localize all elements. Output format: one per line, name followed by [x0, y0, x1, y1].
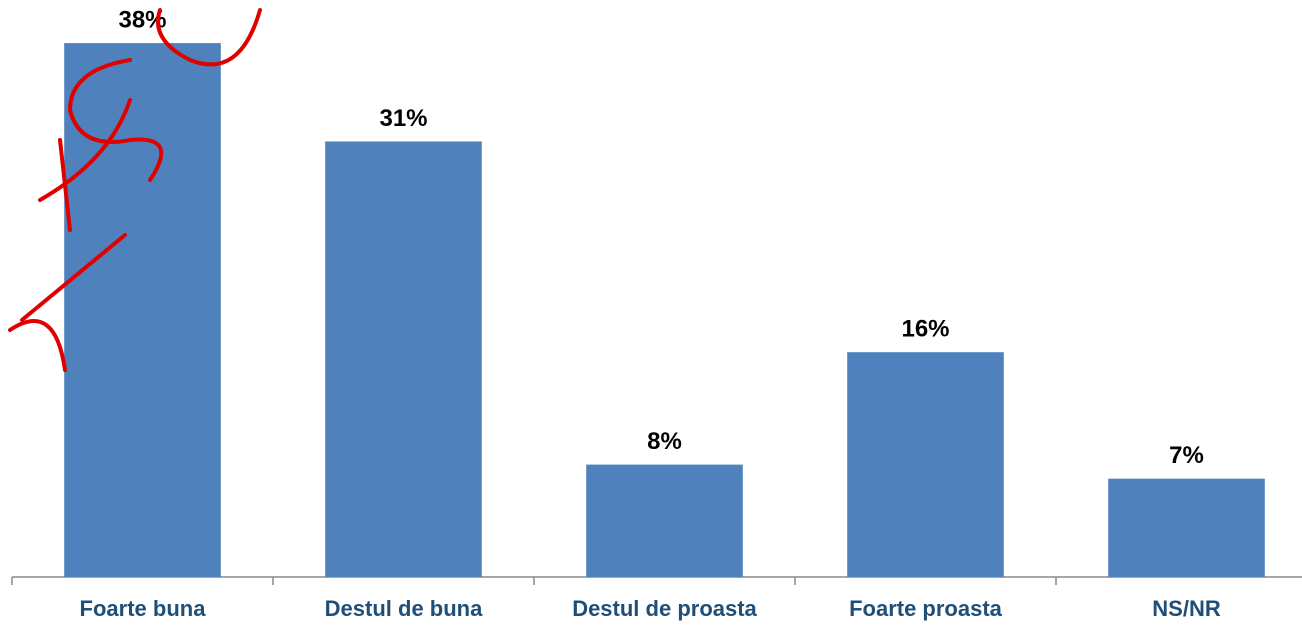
x-tick-label: NS/NR: [1152, 596, 1221, 621]
watermark-stroke: [20, 233, 127, 322]
bar: [64, 43, 221, 578]
data-label: 16%: [901, 316, 949, 343]
data-label: 8%: [647, 428, 682, 455]
bar: [1108, 478, 1265, 577]
x-tick-label: Destul de buna: [325, 596, 483, 621]
watermark-stroke: [67, 58, 164, 182]
bar: [325, 141, 482, 577]
data-label: 7%: [1169, 442, 1204, 469]
x-tick-label: Destul de proasta: [572, 596, 757, 621]
watermark-stroke: [8, 319, 67, 372]
x-tick-label: Foarte buna: [80, 596, 207, 621]
data-label: 31%: [379, 105, 427, 132]
bar: [847, 352, 1004, 577]
x-tick-label: Foarte proasta: [849, 596, 1003, 621]
bar: [586, 464, 743, 577]
watermark-stroke: [38, 98, 132, 232]
watermark-stroke: [156, 8, 262, 67]
watermark: [8, 8, 262, 372]
